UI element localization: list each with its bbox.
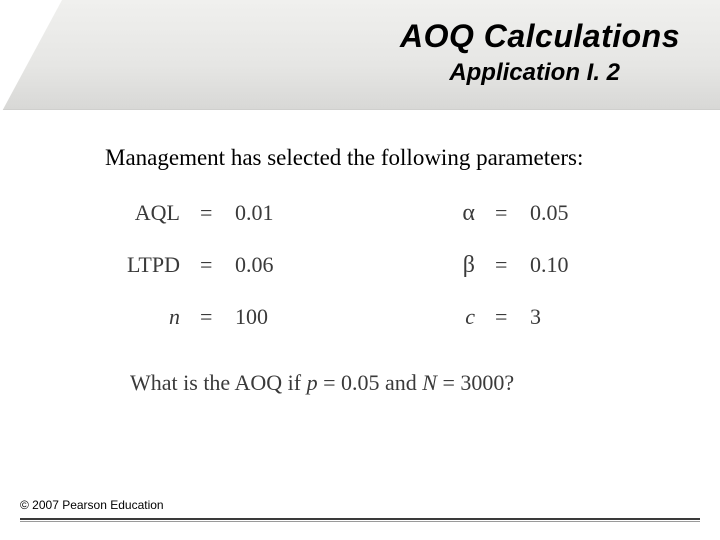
param-label-beta: β [463,252,475,279]
title-block: AOQ Calculations Application I. 2 [400,18,680,87]
param-value-n: 100 [235,304,268,330]
param-row: n = 100 c = 3 [0,304,720,340]
param-label-aql: AQL [135,200,180,226]
question-n: N [422,370,437,395]
param-row: LTPD = 0.06 β = 0.10 [0,252,720,288]
param-label-alpha: α [462,200,475,227]
equals-sign: = [200,252,212,278]
copyright-text: © 2007 Pearson Education [20,498,164,512]
param-label-ltpd: LTPD [127,252,180,278]
question-prefix: What is the AOQ if [130,370,307,395]
page-subtitle: Application I. 2 [400,59,680,87]
param-value-ltpd: 0.06 [235,252,274,278]
equals-sign: = [495,304,507,330]
lead-text: Management has selected the following pa… [105,145,680,171]
equals-sign: = [495,252,507,278]
equals-sign: = [200,304,212,330]
param-label-n: n [169,304,180,330]
question-p-val: = 0.05 and [318,370,423,395]
param-value-beta: 0.10 [530,252,569,278]
equals-sign: = [200,200,212,226]
param-value-alpha: 0.05 [530,200,569,226]
param-value-c: 3 [530,304,541,330]
question-text: What is the AOQ if p = 0.05 and N = 3000… [130,370,514,396]
param-row: AQL = 0.01 α = 0.05 [0,200,720,236]
page-title: AOQ Calculations [400,18,680,55]
param-label-c: c [465,304,475,330]
corner-triangle [0,0,62,115]
question-n-val: = 3000? [437,370,514,395]
equals-sign: = [495,200,507,226]
footer-rule [20,518,700,522]
question-p: p [307,370,318,395]
param-value-aql: 0.01 [235,200,274,226]
